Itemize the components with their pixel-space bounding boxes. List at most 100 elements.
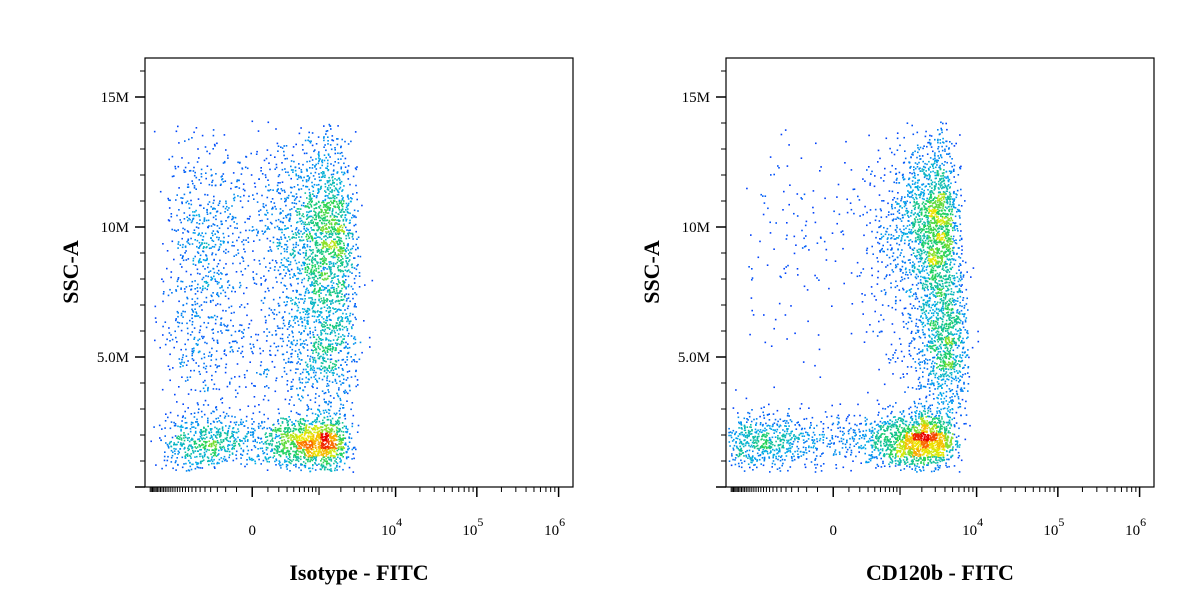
scatter-point (212, 299, 214, 302)
scatter-point (269, 221, 272, 224)
scatter-point (287, 449, 289, 452)
scatter-point (283, 189, 286, 192)
scatter-point (305, 218, 308, 220)
scatter-point (309, 332, 311, 335)
scatter-point (185, 470, 188, 472)
scatter-point (326, 167, 328, 170)
scatter-point (317, 267, 320, 270)
scatter-point (229, 346, 232, 349)
scatter-point (307, 279, 309, 282)
scatter-point (293, 255, 296, 258)
scatter-point (319, 449, 321, 451)
scatter-point (285, 431, 287, 433)
scatter-point (311, 167, 314, 169)
scatter-point (277, 269, 280, 272)
scatter-point (289, 186, 292, 189)
scatter-point (202, 285, 204, 288)
scatter-point (315, 341, 318, 344)
scatter-point (217, 331, 219, 333)
scatter-point (273, 269, 276, 271)
scatter-point (294, 322, 296, 324)
scatter-point (278, 441, 280, 443)
scatter-point (215, 304, 217, 307)
scatter-point (274, 390, 277, 393)
scatter-point (329, 469, 332, 472)
scatter-point (311, 445, 314, 447)
scatter-point (303, 453, 306, 455)
scatter-point (323, 439, 325, 441)
scatter-point (289, 214, 292, 217)
scatter-point (189, 218, 191, 221)
scatter-point (301, 431, 304, 434)
scatter-point (312, 190, 315, 192)
scatter-point (204, 453, 206, 456)
scatter-point (343, 286, 346, 288)
scatter-point (233, 221, 235, 223)
scatter-point (315, 425, 317, 428)
scatter-point (211, 460, 214, 463)
scatter-point (337, 435, 340, 438)
scatter-point (330, 460, 333, 462)
scatter-point (320, 447, 323, 449)
scatter-point (200, 291, 203, 294)
scatter-point (288, 416, 290, 418)
scatter-point (317, 357, 320, 360)
scatter-point (338, 260, 340, 262)
scatter-point (310, 210, 312, 212)
scatter-point (304, 462, 307, 465)
scatter-point (183, 218, 186, 220)
scatter-point (234, 340, 237, 342)
scatter-point (226, 433, 229, 436)
scatter-point (162, 243, 164, 245)
scatter-point (347, 202, 350, 205)
scatter-point (285, 418, 288, 420)
scatter-point (169, 340, 171, 342)
scatter-point (220, 457, 223, 459)
scatter-point (314, 254, 317, 256)
scatter-point (340, 202, 342, 204)
scatter-point (327, 159, 329, 162)
scatter-point (325, 223, 328, 225)
scatter-point (204, 448, 206, 451)
scatter-point (192, 211, 194, 213)
scatter-point (212, 267, 214, 270)
scatter-point (341, 252, 344, 254)
scatter-point (313, 210, 315, 212)
scatter-point (304, 310, 307, 312)
scatter-point (204, 341, 206, 344)
scatter-point (291, 248, 294, 251)
scatter-point (357, 236, 360, 239)
scatter-point (269, 248, 272, 251)
scatter-point (227, 157, 229, 159)
scatter-point (201, 242, 203, 244)
scatter-point (325, 287, 328, 289)
scatter-point (318, 155, 320, 157)
scatter-point (198, 408, 200, 410)
scatter-point (327, 427, 330, 429)
scatter-point (290, 177, 292, 180)
scatter-point (258, 259, 261, 262)
scatter-point (328, 458, 330, 461)
scatter-point (311, 369, 314, 371)
scatter-point (301, 436, 304, 439)
scatter-point (294, 232, 297, 234)
scatter-point (267, 369, 270, 372)
scatter-point (182, 434, 185, 437)
scatter-point (278, 460, 281, 462)
scatter-point (341, 427, 344, 429)
scatter-point (298, 466, 300, 469)
scatter-point (173, 175, 175, 177)
scatter-point (318, 289, 321, 292)
scatter-point (174, 424, 177, 427)
scatter-point (319, 158, 321, 160)
scatter-point (334, 311, 337, 313)
scatter-point (317, 157, 320, 159)
scatter-point (208, 449, 210, 451)
scatter-point (221, 273, 223, 275)
scatter-point (317, 244, 319, 247)
scatter-point (326, 424, 328, 427)
scatter-point (319, 288, 321, 290)
scatter-point (328, 412, 330, 415)
scatter-point (312, 352, 314, 354)
scatter-point (327, 447, 330, 450)
